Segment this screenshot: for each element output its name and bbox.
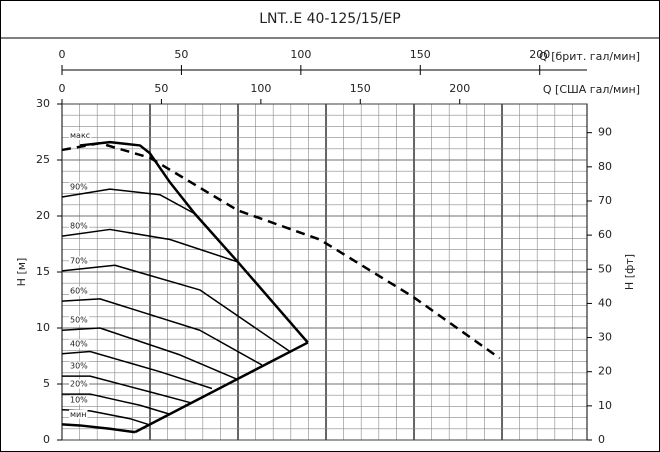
pump-curve — [61, 188, 196, 215]
label-background — [69, 130, 92, 140]
y-axis-label: H [м] — [15, 258, 28, 287]
pump-curve — [62, 375, 193, 404]
y2-axis-label: H [фт] — [623, 254, 636, 290]
pump-curve — [79, 140, 309, 344]
label-background — [69, 221, 90, 231]
y-tick-label: 25 — [36, 153, 50, 166]
curve-label: мин — [70, 410, 86, 419]
y2-tick-label: 10 — [598, 399, 612, 412]
y2-tick-label: 50 — [598, 262, 612, 275]
y-tick-label: 5 — [43, 377, 50, 390]
label-background — [69, 409, 88, 419]
x-tick-label: 50 — [154, 82, 168, 95]
y-tick-label: 10 — [36, 321, 50, 334]
y2-tick-label: 70 — [598, 194, 612, 207]
label-background — [69, 361, 90, 371]
y2-tick-label: 80 — [598, 160, 612, 173]
pump-curve — [61, 141, 501, 360]
curve-label: 10% — [70, 395, 88, 404]
pump-curve — [61, 228, 239, 263]
y2-tick-label: 60 — [598, 228, 612, 241]
y2-tick-label: 20 — [598, 365, 612, 378]
curve-label: 90% — [70, 182, 88, 191]
curve-label: 50% — [70, 316, 88, 325]
chart-title: LNT..E 40-125/15/EP — [259, 11, 400, 27]
curve-label: 80% — [70, 222, 88, 231]
x-axis-label: Q [США гал/мин] — [543, 83, 640, 96]
x-tick-label: 100 — [250, 82, 271, 95]
curve-label: 20% — [70, 380, 88, 389]
y-tick-label: 30 — [36, 97, 50, 110]
label-background — [69, 395, 90, 405]
y-tick-label: 15 — [36, 265, 50, 278]
pump-curve — [134, 341, 309, 434]
y2-tick-label: 40 — [598, 296, 612, 309]
x2-tick-label: 50 — [174, 48, 188, 61]
label-background — [69, 339, 90, 349]
curve-label: макс — [70, 131, 90, 140]
curve-label: 70% — [70, 256, 88, 265]
x-tick-label: 150 — [350, 82, 371, 95]
pump-curve — [61, 298, 263, 366]
curve-label: 40% — [70, 339, 88, 348]
x2-tick-label: 200 — [529, 48, 550, 61]
label-background — [69, 379, 90, 389]
curve-label: 60% — [70, 287, 88, 296]
label-background — [69, 315, 90, 325]
pump-curve — [62, 393, 171, 415]
x2-tick-label: 100 — [290, 48, 311, 61]
y-tick-label: 0 — [43, 433, 50, 446]
x2-tick-label: 150 — [410, 48, 431, 61]
x-tick-label: 200 — [449, 82, 470, 95]
x2-tick-label: 0 — [59, 48, 66, 61]
y2-tick-label: 90 — [598, 126, 612, 139]
y2-tick-label: 30 — [598, 331, 612, 344]
pump-curve — [61, 264, 291, 353]
label-background — [69, 286, 90, 296]
pump-curve — [61, 423, 136, 434]
x2-axis-label: Q [брит. гал/мин] — [539, 50, 640, 63]
pump-curve — [61, 350, 213, 390]
y2-tick-label: 0 — [598, 433, 605, 446]
x-tick-label: 0 — [59, 82, 66, 95]
label-background — [69, 182, 90, 192]
label-background — [69, 256, 90, 266]
pump-curve — [61, 327, 239, 381]
curve-label: 30% — [70, 362, 88, 371]
y-tick-label: 20 — [36, 209, 50, 222]
